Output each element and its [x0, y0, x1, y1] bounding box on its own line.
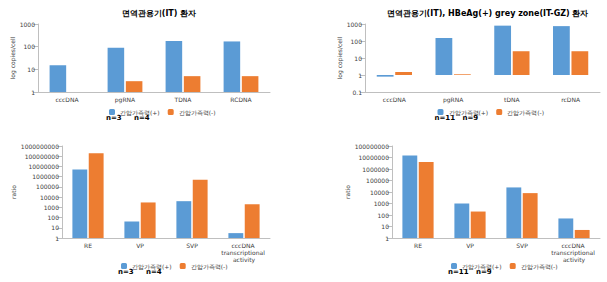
svg-text:log copies/cell: log copies/cell: [9, 36, 17, 79]
svg-text:10: 10: [354, 55, 362, 62]
svg-text:n=9: n=9: [476, 267, 492, 276]
svg-text:간암가족력(+): 간암가족력(+): [120, 109, 160, 116]
svg-text:cccDNA: cccDNA: [561, 242, 586, 249]
svg-text:RE: RE: [414, 242, 422, 249]
svg-text:RCDNA: RCDNA: [230, 96, 252, 103]
svg-text:1000: 1000: [44, 204, 59, 211]
svg-text:100000: 100000: [366, 177, 389, 184]
svg-text:ratio: ratio: [10, 185, 17, 199]
svg-text:면역관용기(IT) 환자: 면역관용기(IT) 환자: [122, 9, 197, 18]
svg-text:TDNA: TDNA: [174, 96, 193, 103]
svg-text:1000000000: 1000000000: [21, 143, 59, 150]
svg-text:n=3: n=3: [118, 267, 134, 276]
svg-text:100: 100: [24, 43, 36, 50]
svg-text:10000: 10000: [370, 189, 389, 196]
svg-text:cccDNA: cccDNA: [231, 242, 256, 249]
svg-text:100000000: 100000000: [25, 153, 60, 160]
svg-text:n=4: n=4: [146, 267, 162, 276]
svg-text:10: 10: [381, 223, 389, 230]
svg-text:10000000: 10000000: [358, 154, 389, 161]
svg-text:10: 10: [27, 66, 35, 73]
svg-text:간암가족력(+): 간암가족력(+): [132, 263, 172, 270]
svg-text:100: 100: [351, 38, 363, 45]
svg-text:간암가족력(-): 간암가족력(-): [521, 263, 558, 270]
svg-text:activity: activity: [233, 256, 256, 264]
svg-text:100: 100: [48, 214, 60, 221]
svg-text:pgRNA: pgRNA: [115, 96, 136, 104]
svg-text:1000000: 1000000: [32, 173, 59, 180]
svg-text:1000: 1000: [20, 21, 35, 28]
svg-text:간암가족력(-): 간암가족력(-): [191, 263, 228, 270]
svg-text:VP: VP: [466, 242, 474, 249]
svg-text:n=9: n=9: [462, 113, 479, 122]
svg-text:간암가족력(-): 간암가족력(-): [179, 109, 216, 116]
svg-text:간암가족력(+): 간암가족력(+): [462, 263, 502, 270]
svg-text:transcriptional: transcriptional: [221, 249, 267, 256]
svg-text:1: 1: [31, 89, 35, 96]
svg-text:cccDNA: cccDNA: [55, 96, 79, 103]
svg-text:activity: activity: [563, 256, 586, 264]
svg-text:n=11: n=11: [448, 267, 469, 276]
svg-text:1000: 1000: [347, 21, 362, 28]
svg-text:100: 100: [378, 212, 390, 219]
svg-text:rcDNA: rcDNA: [561, 96, 581, 103]
svg-text:10: 10: [51, 224, 59, 231]
svg-text:transcriptional: transcriptional: [551, 249, 597, 256]
svg-text:n=11: n=11: [434, 113, 456, 122]
svg-text:100000: 100000: [36, 183, 59, 190]
svg-text:1: 1: [358, 72, 362, 79]
svg-text:SVP: SVP: [186, 242, 198, 249]
svg-text:SVP: SVP: [516, 242, 528, 249]
svg-text:VP: VP: [136, 242, 144, 249]
svg-text:ratio: ratio: [344, 185, 351, 199]
svg-text:1: 1: [55, 235, 59, 242]
svg-text:cccDNA: cccDNA: [383, 96, 407, 103]
svg-text:10000000: 10000000: [28, 163, 59, 170]
svg-text:1000000: 1000000: [362, 166, 389, 173]
svg-text:n=4: n=4: [134, 113, 150, 122]
svg-text:간암가족력(-): 간암가족력(-): [507, 109, 544, 116]
svg-text:pgRNA: pgRNA: [443, 96, 464, 104]
svg-text:tDNA: tDNA: [504, 96, 520, 103]
svg-text:log copies/cell: log copies/cell: [336, 36, 344, 79]
svg-text:1000: 1000: [374, 200, 389, 207]
svg-text:RE: RE: [84, 242, 92, 249]
svg-text:100000000: 100000000: [355, 143, 390, 150]
svg-text:0.1: 0.1: [352, 89, 362, 96]
svg-text:1: 1: [385, 235, 389, 242]
svg-text:간암가족력(+): 간암가족력(+): [449, 109, 489, 116]
svg-text:면역관용기(IT), HBeAg(+) grey zone(: 면역관용기(IT), HBeAg(+) grey zone(IT-GZ) 환자: [387, 9, 589, 18]
svg-text:10000: 10000: [40, 194, 59, 201]
svg-text:n=3: n=3: [106, 113, 122, 122]
